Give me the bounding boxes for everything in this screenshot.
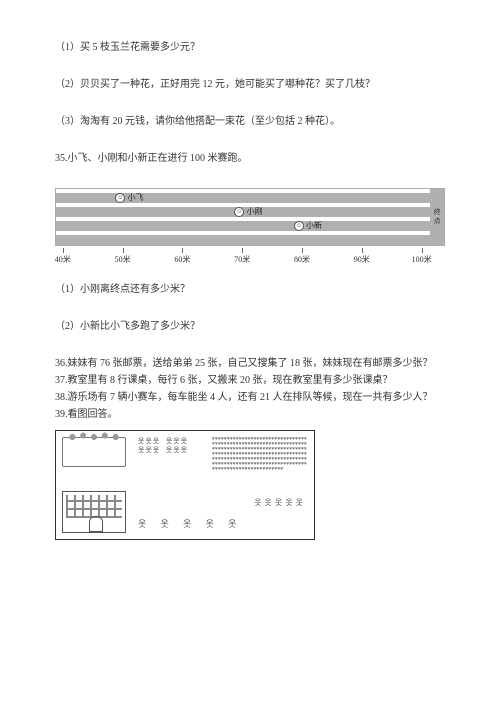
question-38: 38.游乐场有 7 辆小赛车，每车能坐 4 人，还有 21 人在排队等候，现在一…: [55, 390, 445, 405]
flower-pot-icon: [62, 437, 126, 467]
question-35-2: （2）小新比小飞多跑了多少米？: [55, 319, 445, 334]
runner-小新: ☺小新: [294, 221, 322, 231]
field-pattern-icon: ♥♥♥♥♥♥♥♥♥♥♥♥♥♥♥♥♥♥♥♥♥♥♥♥♥♥♥♥♥♥♥♥♥♥♥♥♥♥♥♥…: [212, 437, 308, 495]
question-39-figure: 옷옷옷 옷옷옷옷옷옷 옷옷옷 ♥♥♥♥♥♥♥♥♥♥♥♥♥♥♥♥♥♥♥♥♥♥♥♥♥…: [55, 430, 315, 540]
question-36: 36.妹妹有 76 张邮票，送给弟弟 25 张，自己又搜集了 18 张，妹妹现在…: [55, 356, 445, 371]
question-35: 35.小飞、小刚和小新正在进行 100 米赛跑。: [55, 151, 445, 166]
question-2: （2）贝贝买了一种花，正好用完 12 元，她可能买了哪种花？买了几枝？: [55, 77, 445, 92]
kids-running-icon: 옷옷옷옷옷: [254, 497, 306, 509]
runner-小刚: ☺小刚: [234, 207, 262, 217]
question-39: 39.看图回答。: [55, 407, 445, 422]
kids-rows-icon: 옷옷옷 옷옷옷옷옷옷 옷옷옷: [138, 437, 188, 455]
question-35-1: （1）小刚离终点还有多少米？: [55, 282, 445, 297]
kids-walking-icon: 옷 옷 옷 옷 옷: [138, 518, 242, 532]
building-icon: [62, 491, 126, 533]
runner-小飞: ☺小飞: [115, 193, 143, 203]
question-37: 37.教室里有 8 行课桌，每行 6 张，又搬来 20 张，现在教室里有多少张课…: [55, 373, 445, 388]
question-1: （1）买 5 枝玉兰花需要多少元？: [55, 40, 445, 55]
race-track-figure: 终点☺小飞☺小刚☺小新: [55, 188, 445, 246]
race-track-ruler: 40米50米60米70米80米90米100米: [55, 248, 445, 270]
question-3: （3）淘淘有 20 元钱，请你给他搭配一束花（至少包括 2 种花）。: [55, 114, 445, 129]
